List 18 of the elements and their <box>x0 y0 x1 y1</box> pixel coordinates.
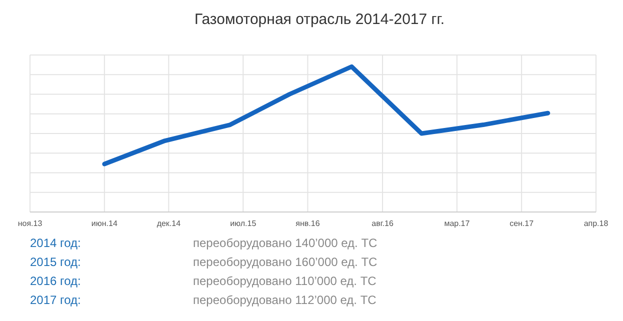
x-tick-label: июл.15 <box>230 219 257 228</box>
x-tick-label: апр.18 <box>584 219 609 228</box>
text: 2015 год: <box>30 255 81 269</box>
text: переоборудовано 112’000 ед. ТС <box>193 293 377 307</box>
text: переоборудовано 110’000 ед. ТС <box>193 274 377 288</box>
x-tick-label: авг.16 <box>372 219 394 228</box>
x-tick-label: дек.14 <box>156 219 182 228</box>
text: переоборудовано 140’000 ед. ТС <box>193 236 378 250</box>
chart-title: Газомоторная отрасль 2014-2017 гг. <box>194 11 445 28</box>
x-tick-label: ноя.13 <box>18 219 43 228</box>
text: 2016 год: <box>30 274 81 288</box>
x-tick-label: июн.14 <box>91 219 118 228</box>
x-tick-label: янв.16 <box>296 219 320 228</box>
text: 2017 год: <box>30 293 81 307</box>
text: переоборудовано 160’000 ед. ТС <box>193 255 378 269</box>
x-tick-label: мар.17 <box>444 219 470 228</box>
x-tick-label: сен.17 <box>510 219 534 228</box>
text: 2014 год: <box>30 236 81 250</box>
